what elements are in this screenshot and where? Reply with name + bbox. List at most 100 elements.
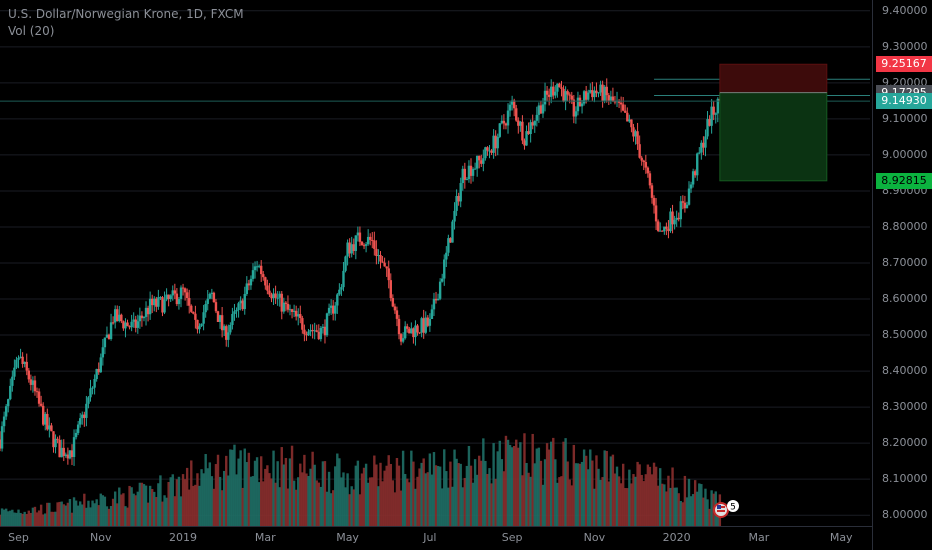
candle-body bbox=[535, 114, 539, 121]
candle-body bbox=[245, 283, 249, 295]
candle-body bbox=[679, 201, 682, 220]
price-tick-label: 8.00000 bbox=[882, 508, 928, 522]
candle-body bbox=[428, 318, 432, 326]
volume-bar bbox=[331, 490, 335, 526]
candle-body bbox=[562, 88, 565, 102]
volume-bar bbox=[292, 480, 296, 526]
candle-body bbox=[31, 380, 35, 385]
candle-body bbox=[334, 305, 337, 314]
volume-bar bbox=[260, 456, 263, 526]
candle-body bbox=[387, 268, 390, 281]
volume-bar bbox=[488, 468, 491, 526]
volume-bar bbox=[545, 443, 549, 526]
volume-bar bbox=[381, 481, 384, 526]
candle-body bbox=[406, 326, 409, 329]
volume-bar bbox=[17, 509, 20, 526]
events-badge[interactable]: 5 bbox=[712, 500, 742, 518]
volume-bar bbox=[636, 461, 639, 526]
volume-bar bbox=[661, 483, 664, 526]
volume-bar bbox=[500, 459, 504, 526]
candle-body bbox=[574, 111, 578, 117]
volume-bar bbox=[391, 480, 395, 526]
candle-body bbox=[619, 102, 623, 105]
volume-bar bbox=[533, 463, 536, 526]
volume-bar bbox=[50, 511, 53, 526]
volume-bar bbox=[276, 461, 279, 526]
volume-bar bbox=[654, 466, 658, 526]
volume-bar bbox=[231, 449, 234, 526]
time-tick-label: Mar bbox=[748, 531, 770, 544]
volume-bar bbox=[527, 472, 530, 526]
volume-bar bbox=[56, 502, 59, 526]
volume-bar bbox=[25, 514, 28, 526]
candle-body bbox=[393, 306, 397, 311]
candle-body bbox=[282, 302, 286, 312]
candle-body bbox=[344, 256, 347, 271]
volume-bar bbox=[369, 477, 372, 526]
candle-body bbox=[412, 328, 415, 338]
candle-body bbox=[231, 313, 234, 325]
volume-bar bbox=[95, 499, 98, 526]
candle-body bbox=[504, 123, 508, 126]
volume-bar bbox=[157, 483, 160, 526]
candle-body bbox=[416, 325, 419, 333]
volume-indicator-label[interactable]: Vol (20) bbox=[8, 24, 55, 38]
volume-bar bbox=[681, 502, 685, 526]
volume-bar bbox=[235, 474, 238, 526]
volume-bar bbox=[696, 491, 699, 526]
candle-body bbox=[708, 119, 711, 126]
volume-bar bbox=[443, 449, 446, 526]
volume-bar bbox=[702, 497, 705, 526]
candle-body bbox=[348, 242, 351, 254]
volume-bar bbox=[677, 493, 680, 526]
volume-bar bbox=[181, 474, 185, 526]
candle-body bbox=[54, 438, 57, 448]
candle-body bbox=[525, 131, 528, 146]
candle-body bbox=[385, 266, 388, 269]
candle-body bbox=[56, 438, 59, 440]
volume-bar bbox=[613, 473, 617, 526]
volume-bar bbox=[130, 487, 133, 526]
candle-body bbox=[101, 347, 105, 358]
candle-body bbox=[167, 294, 170, 299]
candle-body bbox=[418, 332, 421, 334]
volume-bar bbox=[299, 463, 302, 526]
candle-body bbox=[712, 106, 715, 115]
volume-bar bbox=[525, 463, 528, 526]
candle-body bbox=[696, 153, 699, 176]
price-tag: 9.14930 bbox=[876, 93, 932, 110]
time-tick-label: May bbox=[336, 531, 359, 544]
candle-body bbox=[19, 356, 22, 358]
candle-body bbox=[185, 292, 189, 299]
candle-body bbox=[89, 388, 92, 398]
candle-body bbox=[564, 91, 567, 102]
volume-bar bbox=[395, 458, 399, 526]
candle-body bbox=[556, 83, 559, 92]
volume-bar bbox=[120, 494, 123, 526]
candle-body bbox=[681, 201, 685, 203]
price-tick-label: 8.10000 bbox=[882, 472, 928, 486]
candle-body bbox=[642, 160, 645, 163]
symbol-title[interactable]: U.S. Dollar/Norwegian Krone, 1D, FXCM bbox=[8, 7, 244, 21]
volume-bar bbox=[243, 448, 246, 526]
candle-body bbox=[463, 168, 467, 180]
volume-bar bbox=[486, 473, 489, 526]
candle-body bbox=[457, 195, 460, 202]
volume-bar bbox=[597, 468, 600, 526]
candle-body bbox=[39, 403, 43, 406]
volume-bar bbox=[467, 445, 471, 526]
candle-body bbox=[268, 290, 271, 295]
volume-bar bbox=[465, 465, 469, 526]
volume-bar bbox=[44, 513, 47, 526]
stop-loss-zone bbox=[719, 63, 828, 94]
candle-body bbox=[303, 329, 306, 335]
volume-bar bbox=[601, 477, 604, 526]
volume-bar bbox=[233, 444, 236, 526]
candle-body bbox=[128, 326, 131, 328]
candle-body bbox=[595, 90, 598, 94]
volume-bar bbox=[484, 460, 487, 526]
volume-bar bbox=[648, 466, 652, 526]
volume-bar bbox=[134, 495, 137, 526]
volume-bar bbox=[206, 468, 209, 526]
